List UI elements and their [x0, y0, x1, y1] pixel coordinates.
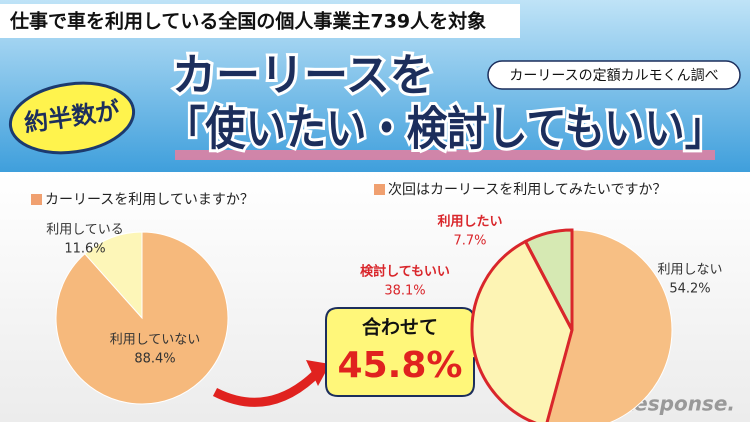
arrow-head [306, 360, 330, 386]
source-pill [487, 60, 741, 90]
headline-1: カーリースを [172, 50, 434, 101]
callout-value: 45.8% [338, 345, 463, 386]
question: 次回はカーリースを利用してみたいですか？ [388, 182, 666, 198]
callout-title: 合わせて [362, 316, 438, 339]
slice-value: 11.6% [64, 242, 105, 257]
question-bullet [31, 194, 42, 205]
slice-value: 38.1% [384, 284, 425, 299]
pie-slice [546, 229, 673, 422]
badge-bg [8, 81, 136, 155]
slice-outline [470, 239, 574, 422]
question: カーリースを利用していますか？ [45, 192, 254, 208]
slice-label: 利用しない [657, 263, 722, 278]
headline-underline [175, 150, 715, 160]
pie-slice [55, 231, 229, 405]
slice-value: 7.7% [453, 234, 486, 249]
headline-2: 「使いたい・検討してもいい」 [165, 102, 725, 156]
slice-value: 88.4% [134, 352, 175, 367]
slice-label: 利用していない [110, 333, 201, 348]
pie-slice [84, 231, 143, 320]
question-bullet [374, 184, 385, 195]
source: カーリースの定額カルモくん調べ [509, 68, 718, 84]
slice-label: 利用したい [437, 214, 502, 230]
slice-label: 利用している [46, 223, 124, 238]
subtitle: 仕事で車を利用している全国の個人事業主739人を対象 [9, 10, 486, 33]
slice-label: 検討してもいい [360, 264, 450, 280]
arrow [212, 368, 322, 407]
slice-value: 54.2% [669, 282, 710, 297]
subtitle-box [0, 4, 520, 38]
